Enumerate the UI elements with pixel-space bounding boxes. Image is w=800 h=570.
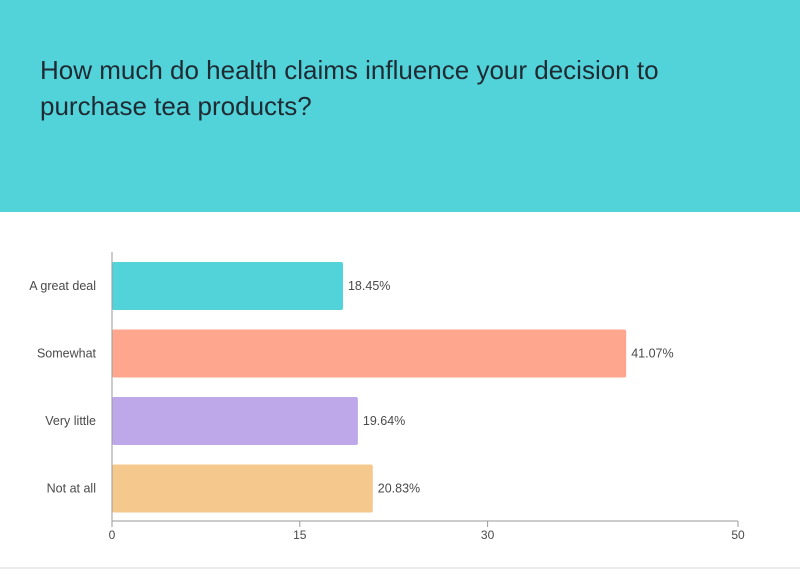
category-label: Somewhat	[37, 347, 97, 361]
value-label: 19.64%	[363, 414, 405, 428]
value-label: 41.07%	[631, 347, 673, 361]
footer-divider	[0, 567, 800, 569]
bar-a-great-deal	[112, 262, 343, 310]
category-label: Not at all	[47, 482, 96, 496]
chart-title: How much do health claims influence your…	[40, 55, 659, 121]
bar-very-little	[112, 397, 358, 445]
x-tick-label: 50	[731, 528, 745, 542]
bar-somewhat	[112, 329, 627, 378]
value-label: 18.45%	[348, 279, 390, 293]
category-label: A great deal	[29, 279, 96, 293]
header-banner: How much do health claims influence your…	[0, 0, 800, 212]
bar-chart: A great deal 18.45% Somewhat 41.07% Very lit…	[29, 252, 745, 542]
value-label: 20.83%	[378, 482, 420, 496]
x-tick-label: 0	[109, 528, 116, 542]
x-tick-label: 15	[293, 528, 307, 542]
category-label: Very little	[45, 414, 96, 428]
x-tick-label: 30	[481, 528, 495, 542]
bar-not-at-all	[112, 464, 373, 513]
